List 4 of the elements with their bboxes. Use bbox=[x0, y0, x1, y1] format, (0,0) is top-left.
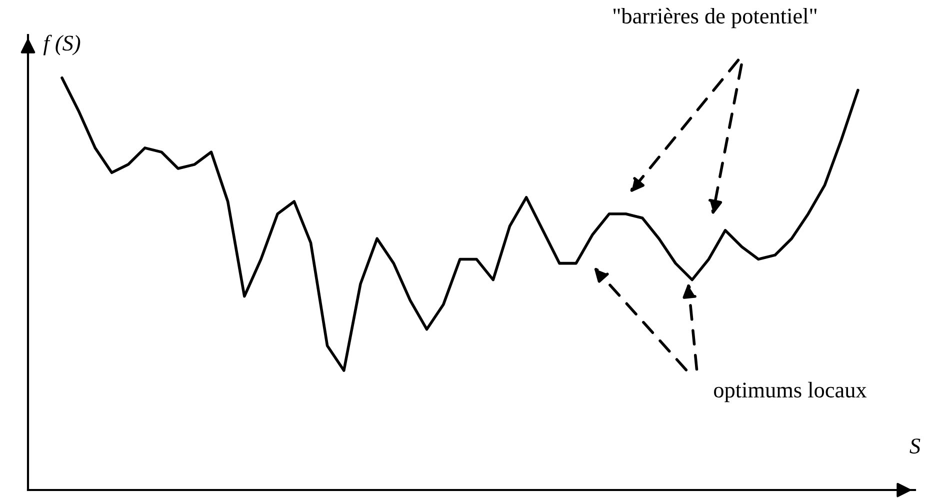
y-axis-title: f (S) bbox=[43, 34, 80, 56]
annotation: optimums locaux bbox=[714, 382, 867, 402]
x-axis-title: S bbox=[910, 438, 920, 454]
text: "barrières de potentiel" bbox=[614, 8, 816, 28]
